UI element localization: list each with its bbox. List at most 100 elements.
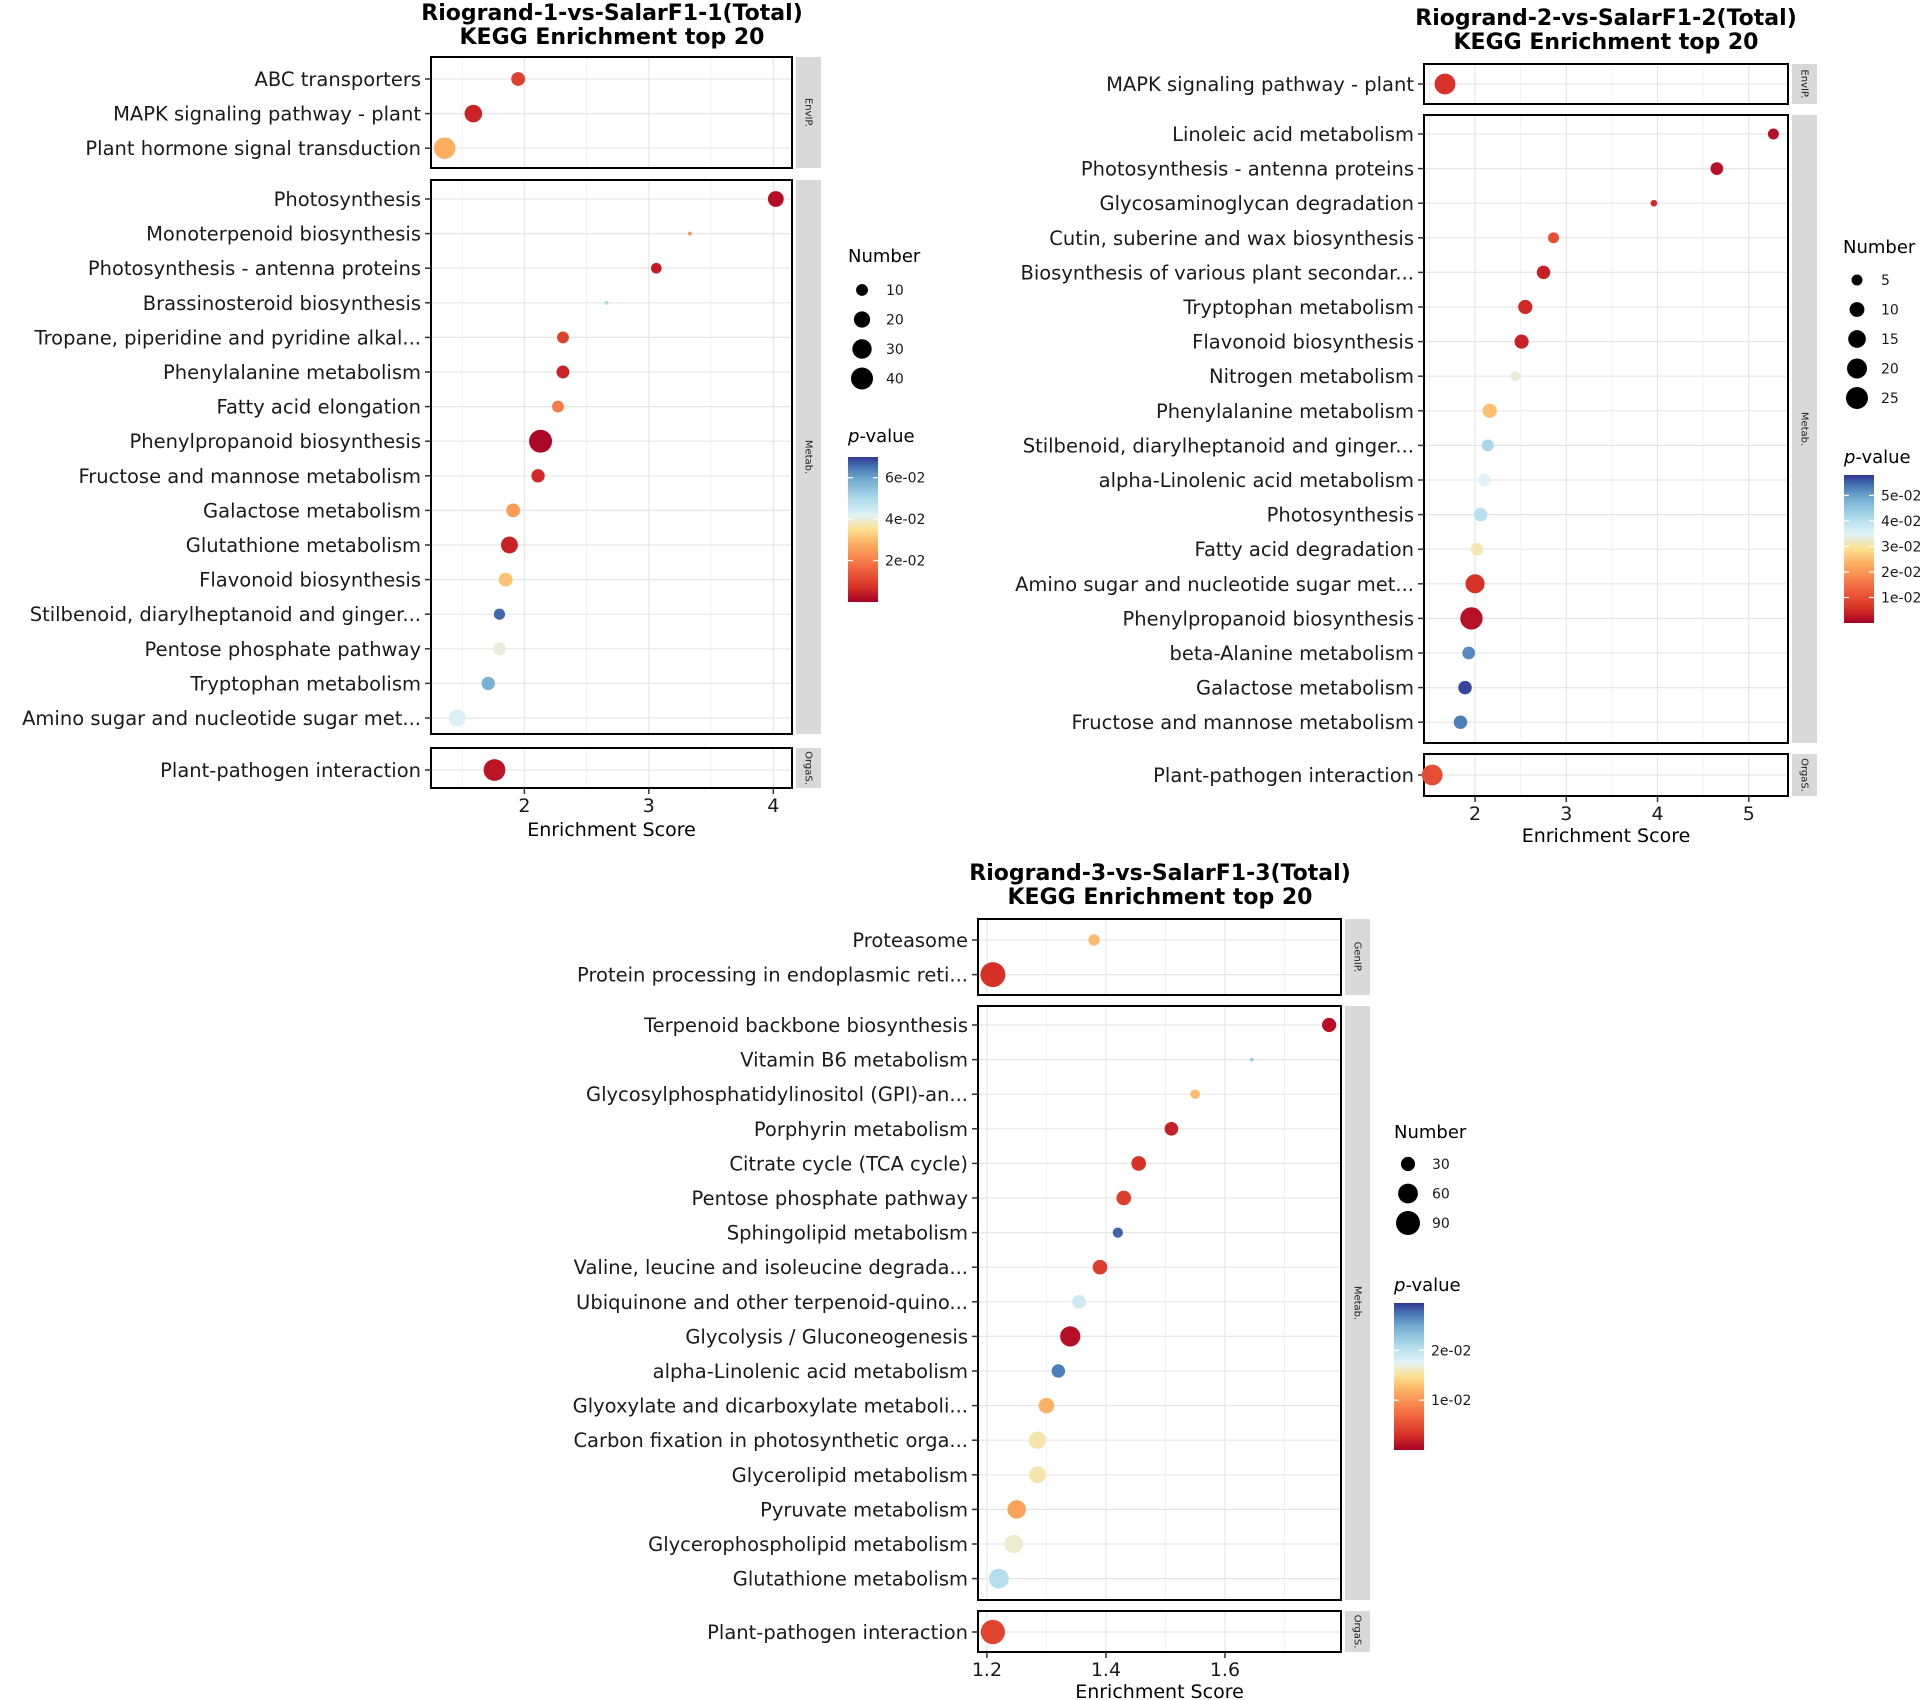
color-legend-title: p-value (1843, 447, 1911, 468)
x-tick-label: 5 (1743, 803, 1755, 825)
x-tick-label: 4 (767, 795, 779, 817)
size-legend-label: 40 (886, 372, 904, 388)
color-legend-label: 2e-02 (1881, 565, 1921, 581)
term-label: Pentose phosphate pathway (692, 1187, 968, 1210)
term-label: Phenylalanine metabolism (1156, 400, 1414, 423)
color-legend-title-rest: -value (1405, 1275, 1460, 1296)
data-point (1460, 607, 1483, 630)
term-label: Galactose metabolism (1196, 677, 1414, 700)
panel-strip (796, 57, 821, 168)
x-tick-label: 1.4 (1091, 1659, 1121, 1681)
size-legend-dot (1846, 387, 1868, 409)
size-legend-dot (1851, 274, 1863, 286)
term-label: Terpenoid backbone biosynthesis (643, 1014, 968, 1037)
term-label: Citrate cycle (TCA cycle) (729, 1152, 968, 1175)
x-axis-title: Enrichment Score (1075, 1681, 1244, 1700)
panel-strip-label: Metab. (803, 440, 814, 474)
x-tick-label: 1.6 (1210, 1659, 1240, 1681)
size-legend-dot (853, 311, 871, 328)
size-legend-dot (851, 367, 873, 390)
panel-envip: EnvIP. MAPK signaling pathway - plant (1106, 63, 1817, 105)
panel-strip-label: EnvIP. (803, 98, 814, 127)
term-label: Plant-pathogen interaction (707, 1621, 968, 1644)
size-legend-label: 5 (1881, 273, 1890, 289)
term-label: Monoterpenoid biosynthesis (146, 223, 421, 246)
data-point (506, 503, 521, 518)
data-point (1092, 1259, 1108, 1275)
term-label: Porphyrin metabolism (754, 1118, 968, 1141)
data-point (1164, 1121, 1179, 1136)
data-point (1434, 73, 1456, 95)
data-point (1710, 162, 1724, 175)
size-legend-label: 30 (886, 342, 904, 358)
data-point (1249, 1057, 1254, 1062)
data-point (651, 262, 662, 274)
panel-orgas: OrgaS. Plant-pathogen interaction (707, 1610, 1370, 1653)
term-label: Glycerolipid metabolism (732, 1464, 968, 1487)
panel-strip (1345, 1006, 1370, 1600)
x-tick-label: 2 (1469, 803, 1481, 825)
data-point (1650, 199, 1658, 207)
data-point (1510, 371, 1521, 382)
term-label: Biosynthesis of various plant secondar..… (1020, 261, 1414, 284)
term-label: Phenylpropanoid biosynthesis (1123, 607, 1414, 630)
term-label: Pyruvate metabolism (760, 1498, 968, 1521)
panel-envip: EnvIP. ABC transporters MAPK signaling pat… (85, 56, 821, 169)
data-point (1482, 403, 1497, 418)
chart-subtitle: KEGG Enrichment top 20 (460, 25, 765, 50)
chart-2: Riogrand-2-vs-SalarF1-2(Total)KEGG Enric… (1015, 6, 1921, 847)
color-legend-label: 3e-02 (1881, 539, 1921, 555)
data-point (500, 536, 518, 554)
size-legend-title: Number (1394, 1122, 1467, 1143)
size-legend-dot (1847, 358, 1867, 379)
size-legend-label: 60 (1432, 1187, 1450, 1203)
size-legend-dot (1849, 302, 1865, 317)
data-point (980, 962, 1006, 988)
data-point (604, 300, 609, 305)
x-tick-label: 3 (643, 795, 655, 817)
term-label: Brassinosteroid biosynthesis (143, 292, 421, 315)
term-label: Plant-pathogen interaction (160, 759, 421, 782)
size-legend-label: 15 (1881, 332, 1899, 348)
data-point (1131, 1156, 1147, 1171)
size-legend-label: 20 (1881, 362, 1899, 378)
data-point (493, 608, 506, 620)
data-point (529, 429, 553, 453)
data-point (988, 1568, 1009, 1589)
term-label: MAPK signaling pathway - plant (113, 103, 421, 126)
x-axis-title: Enrichment Score (1522, 825, 1691, 847)
chart-1: Riogrand-1-vs-SalarF1-1(Total)KEGG Enric… (22, 1, 925, 841)
data-point (1029, 1466, 1046, 1484)
term-label: Photosynthesis (274, 188, 421, 211)
term-label: Fatty acid elongation (217, 396, 421, 419)
panel-strip-label: EnvIP. (1799, 69, 1810, 98)
chart-title: Riogrand-3-vs-SalarF1-3(Total) (969, 861, 1351, 886)
term-label: Stilbenoid, diarylheptanoid and ginger..… (30, 603, 421, 626)
data-point (493, 642, 506, 656)
chart-title: Riogrand-2-vs-SalarF1-2(Total) (1415, 6, 1797, 31)
size-legend-label: 20 (886, 313, 904, 329)
data-point (1088, 934, 1100, 946)
data-point (1465, 574, 1485, 594)
panel-metab: Metab. Terpenoid backbone biosynthesis Vit… (573, 1005, 1370, 1601)
data-point (1322, 1017, 1337, 1033)
size-legend-title: Number (848, 246, 921, 267)
panel-strip-label: OrgaS. (1799, 758, 1810, 792)
panel-strip (796, 180, 821, 734)
term-label: Protein processing in endoplasmic reti..… (577, 964, 968, 987)
data-point (481, 676, 495, 691)
x-tick-label: 3 (1560, 803, 1572, 825)
data-point (1116, 1190, 1132, 1206)
term-label: Fatty acid degradation (1195, 538, 1414, 561)
data-point (767, 191, 784, 207)
color-legend-title: p-value (847, 426, 915, 447)
data-point (1453, 715, 1468, 729)
panel-orgas: OrgaS. Plant-pathogen interaction (160, 747, 821, 789)
term-label: ABC transporters (255, 68, 421, 91)
data-point (556, 365, 570, 379)
chart-3: Riogrand-3-vs-SalarF1-3(Total)KEGG Enric… (573, 861, 1472, 1700)
panel-border (977, 1005, 1342, 1601)
panel-orgas: OrgaS. Plant-pathogen interaction (1153, 753, 1817, 797)
data-point (1473, 507, 1488, 522)
